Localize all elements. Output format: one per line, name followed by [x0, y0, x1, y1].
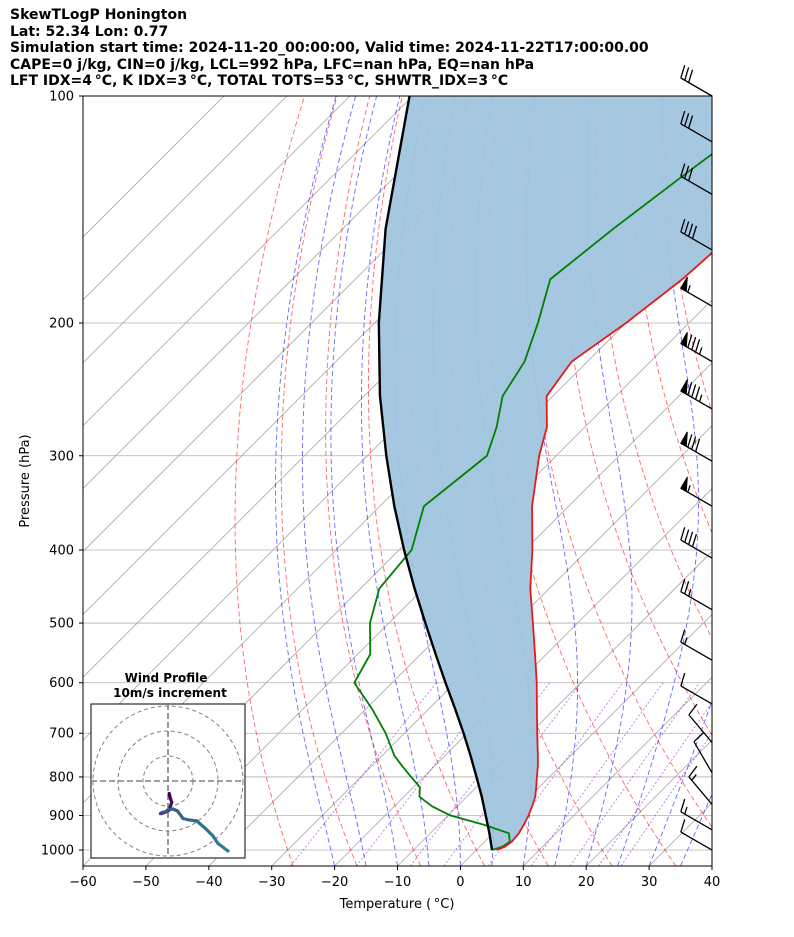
cin-shade-area [378, 96, 712, 851]
stability-indices-2: LFT IDX=4 °C, K IDX=3 °C, TOTAL TOTS=53 … [10, 73, 509, 90]
isotherm-line [334, 488, 712, 866]
chart-profiles [353, 96, 712, 851]
mixing-ratio-line [620, 732, 712, 866]
isotherm-line [523, 676, 712, 866]
x-tick-label: 10 [515, 875, 532, 890]
isotherm-line [83, 96, 288, 301]
wind-barb [680, 527, 713, 559]
stability-indices-1: CAPE=0 j/kg, CIN=0 j/kg, LCL=992 hPa, LF… [10, 56, 535, 73]
parcel-line [377, 96, 494, 851]
y-tick-label: 300 [49, 449, 74, 464]
dry-adiabat-line [761, 96, 794, 866]
x-tick-label: −40 [195, 875, 222, 890]
hodograph [91, 704, 245, 858]
chart-axes: −60 −50 −40 −30 −20 −10 0 10 20 30 40 1000 900 800 700… [41, 90, 720, 891]
isotherm-line [83, 96, 476, 490]
moist-adiabat-line [275, 96, 337, 866]
station-location: Lat: 52.34 Lon: 0.77 [10, 23, 169, 40]
y-axis-label: Pressure (hPa) [18, 434, 33, 527]
x-tick-label: −30 [258, 875, 285, 890]
isotherm-line [83, 96, 225, 238]
wind-barb [680, 798, 713, 831]
moist-adiabat-line [711, 864, 712, 866]
wind-barb [680, 110, 713, 143]
mixing-ratio-line [530, 682, 664, 866]
wind-barb [680, 578, 713, 611]
y-tick-label: 1000 [41, 844, 74, 859]
dry-adiabat-line [325, 96, 422, 866]
dry-adiabat-line [728, 96, 794, 866]
hodograph-segment [195, 819, 208, 831]
dewpoint-line [353, 152, 712, 851]
x-tick-label: 20 [578, 875, 595, 890]
wind-barb [693, 732, 713, 774]
wind-barb [680, 476, 713, 507]
x-tick-label: −10 [384, 875, 411, 890]
wind-barb [680, 276, 713, 307]
dry-adiabat-line [367, 96, 485, 866]
x-tick-label: 0 [456, 875, 464, 890]
mixing-ratio-line [443, 682, 582, 866]
wind-barb [680, 65, 713, 97]
dry-adiabat-line [662, 96, 712, 414]
wind-barb [688, 703, 713, 743]
moist-adiabat-line [330, 96, 398, 866]
moist-adiabat-line [585, 96, 633, 866]
x-tick-label: 30 [641, 875, 658, 890]
y-tick-label: 700 [49, 727, 74, 742]
x-tick-label: 40 [704, 875, 721, 890]
isotherm-line [460, 613, 712, 866]
dry-adiabat-line [560, 96, 712, 737]
chart-title: SkewTLogP Honington [10, 7, 188, 23]
y-tick-label: 900 [49, 809, 74, 824]
x-tick-label: −50 [132, 875, 159, 890]
wind-barb [680, 431, 713, 462]
dry-adiabat-line [280, 96, 358, 866]
mixing-ratio-line [487, 682, 624, 866]
y-tick-label: 100 [49, 90, 74, 105]
wind-barb [680, 672, 713, 705]
isotherm-line [271, 425, 712, 866]
temperature-line [496, 251, 712, 851]
hodograph-segment [216, 841, 230, 853]
x-tick-label: −20 [321, 875, 348, 890]
wind-barb [680, 218, 713, 251]
wind-barb [680, 379, 713, 410]
x-tick-label: −60 [69, 875, 96, 890]
hodograph-segment [203, 826, 215, 838]
wind-barb [680, 819, 713, 851]
wind-barbs [680, 65, 713, 851]
y-tick-label: 600 [49, 676, 74, 691]
isotherm-line [83, 96, 413, 427]
moist-adiabat-line [680, 793, 712, 866]
isotherm-line [83, 96, 351, 364]
y-tick-label: 800 [49, 770, 74, 785]
wind-barb [680, 629, 713, 661]
dry-adiabat-line [595, 96, 712, 640]
y-tick-label: 400 [49, 543, 74, 558]
moist-adiabat-line [617, 96, 699, 866]
mixing-ratio-line [569, 682, 700, 866]
mixing-ratio-line [598, 701, 712, 866]
simulation-time: Simulation start time: 2024-11-20_00:00:… [10, 40, 649, 57]
moist-adiabat-line [648, 699, 712, 866]
x-axis-label: Temperature ( °C) [339, 897, 455, 912]
isotherm-line [711, 865, 712, 866]
dry-adiabat-line [234, 96, 305, 866]
hodograph-title: Wind Profile [125, 671, 208, 685]
moist-adiabat-line [360, 96, 430, 866]
hodograph-subtitle: 10m/s increment [113, 686, 227, 700]
y-tick-label: 200 [49, 316, 74, 331]
y-tick-label: 500 [49, 617, 74, 632]
moist-adiabat-line [302, 96, 367, 866]
wind-barb [688, 765, 713, 805]
wind-barb [680, 332, 713, 363]
chart-header: SkewTLogP Honington Lat: 52.34 Lon: 0.77… [10, 7, 649, 90]
wind-barb [680, 163, 713, 195]
mixing-ratio-line [290, 682, 437, 866]
